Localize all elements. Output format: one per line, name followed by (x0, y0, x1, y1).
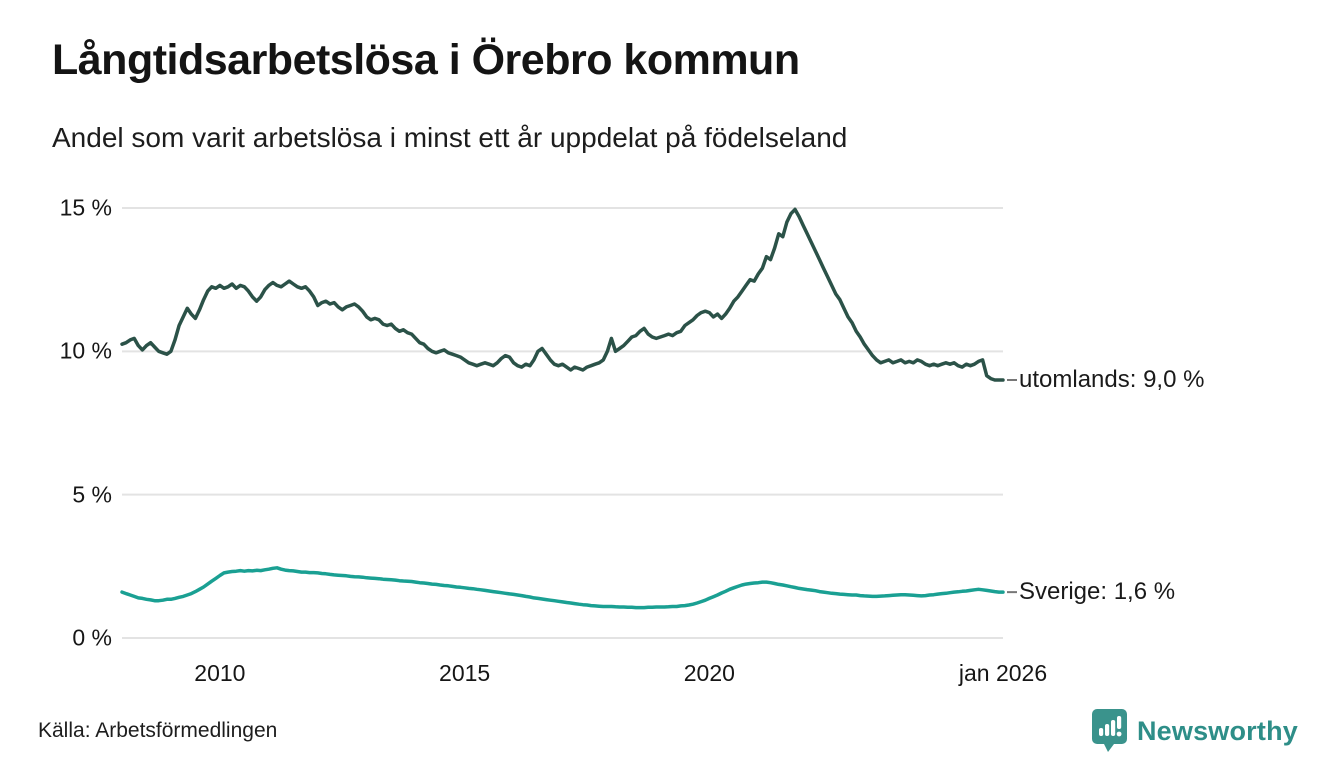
x-tick-label: jan 2026 (958, 660, 1048, 686)
y-tick-label: 15 % (59, 194, 112, 221)
y-tick-label: 0 % (72, 624, 112, 651)
newsworthy-logo-icon (1091, 709, 1127, 752)
chart-subtitle: Andel som varit arbetslösa i minst ett å… (52, 122, 848, 153)
series-line-sverige (120, 566, 1005, 610)
source-note: Källa: Arbetsförmedlingen (38, 719, 278, 742)
y-tick-label: 5 % (72, 481, 112, 508)
x-tick-label: 2010 (194, 660, 246, 686)
x-tick-label: 2015 (439, 660, 491, 686)
series-label-sverige: Sverige: 1,6 % (1019, 578, 1176, 606)
newsworthy-logo-text: Newsworthy (1136, 715, 1298, 746)
y-tick-label: 10 % (59, 337, 112, 364)
newsworthy-logo: Newsworthy (1091, 708, 1298, 754)
series-line-utomlands (120, 207, 1005, 382)
x-tick-label: 2020 (683, 660, 735, 686)
series-label-utomlands: utomlands: 9,0 % (1019, 366, 1205, 393)
chart-title: Långtidsarbetslösa i Örebro kommun (52, 36, 800, 84)
